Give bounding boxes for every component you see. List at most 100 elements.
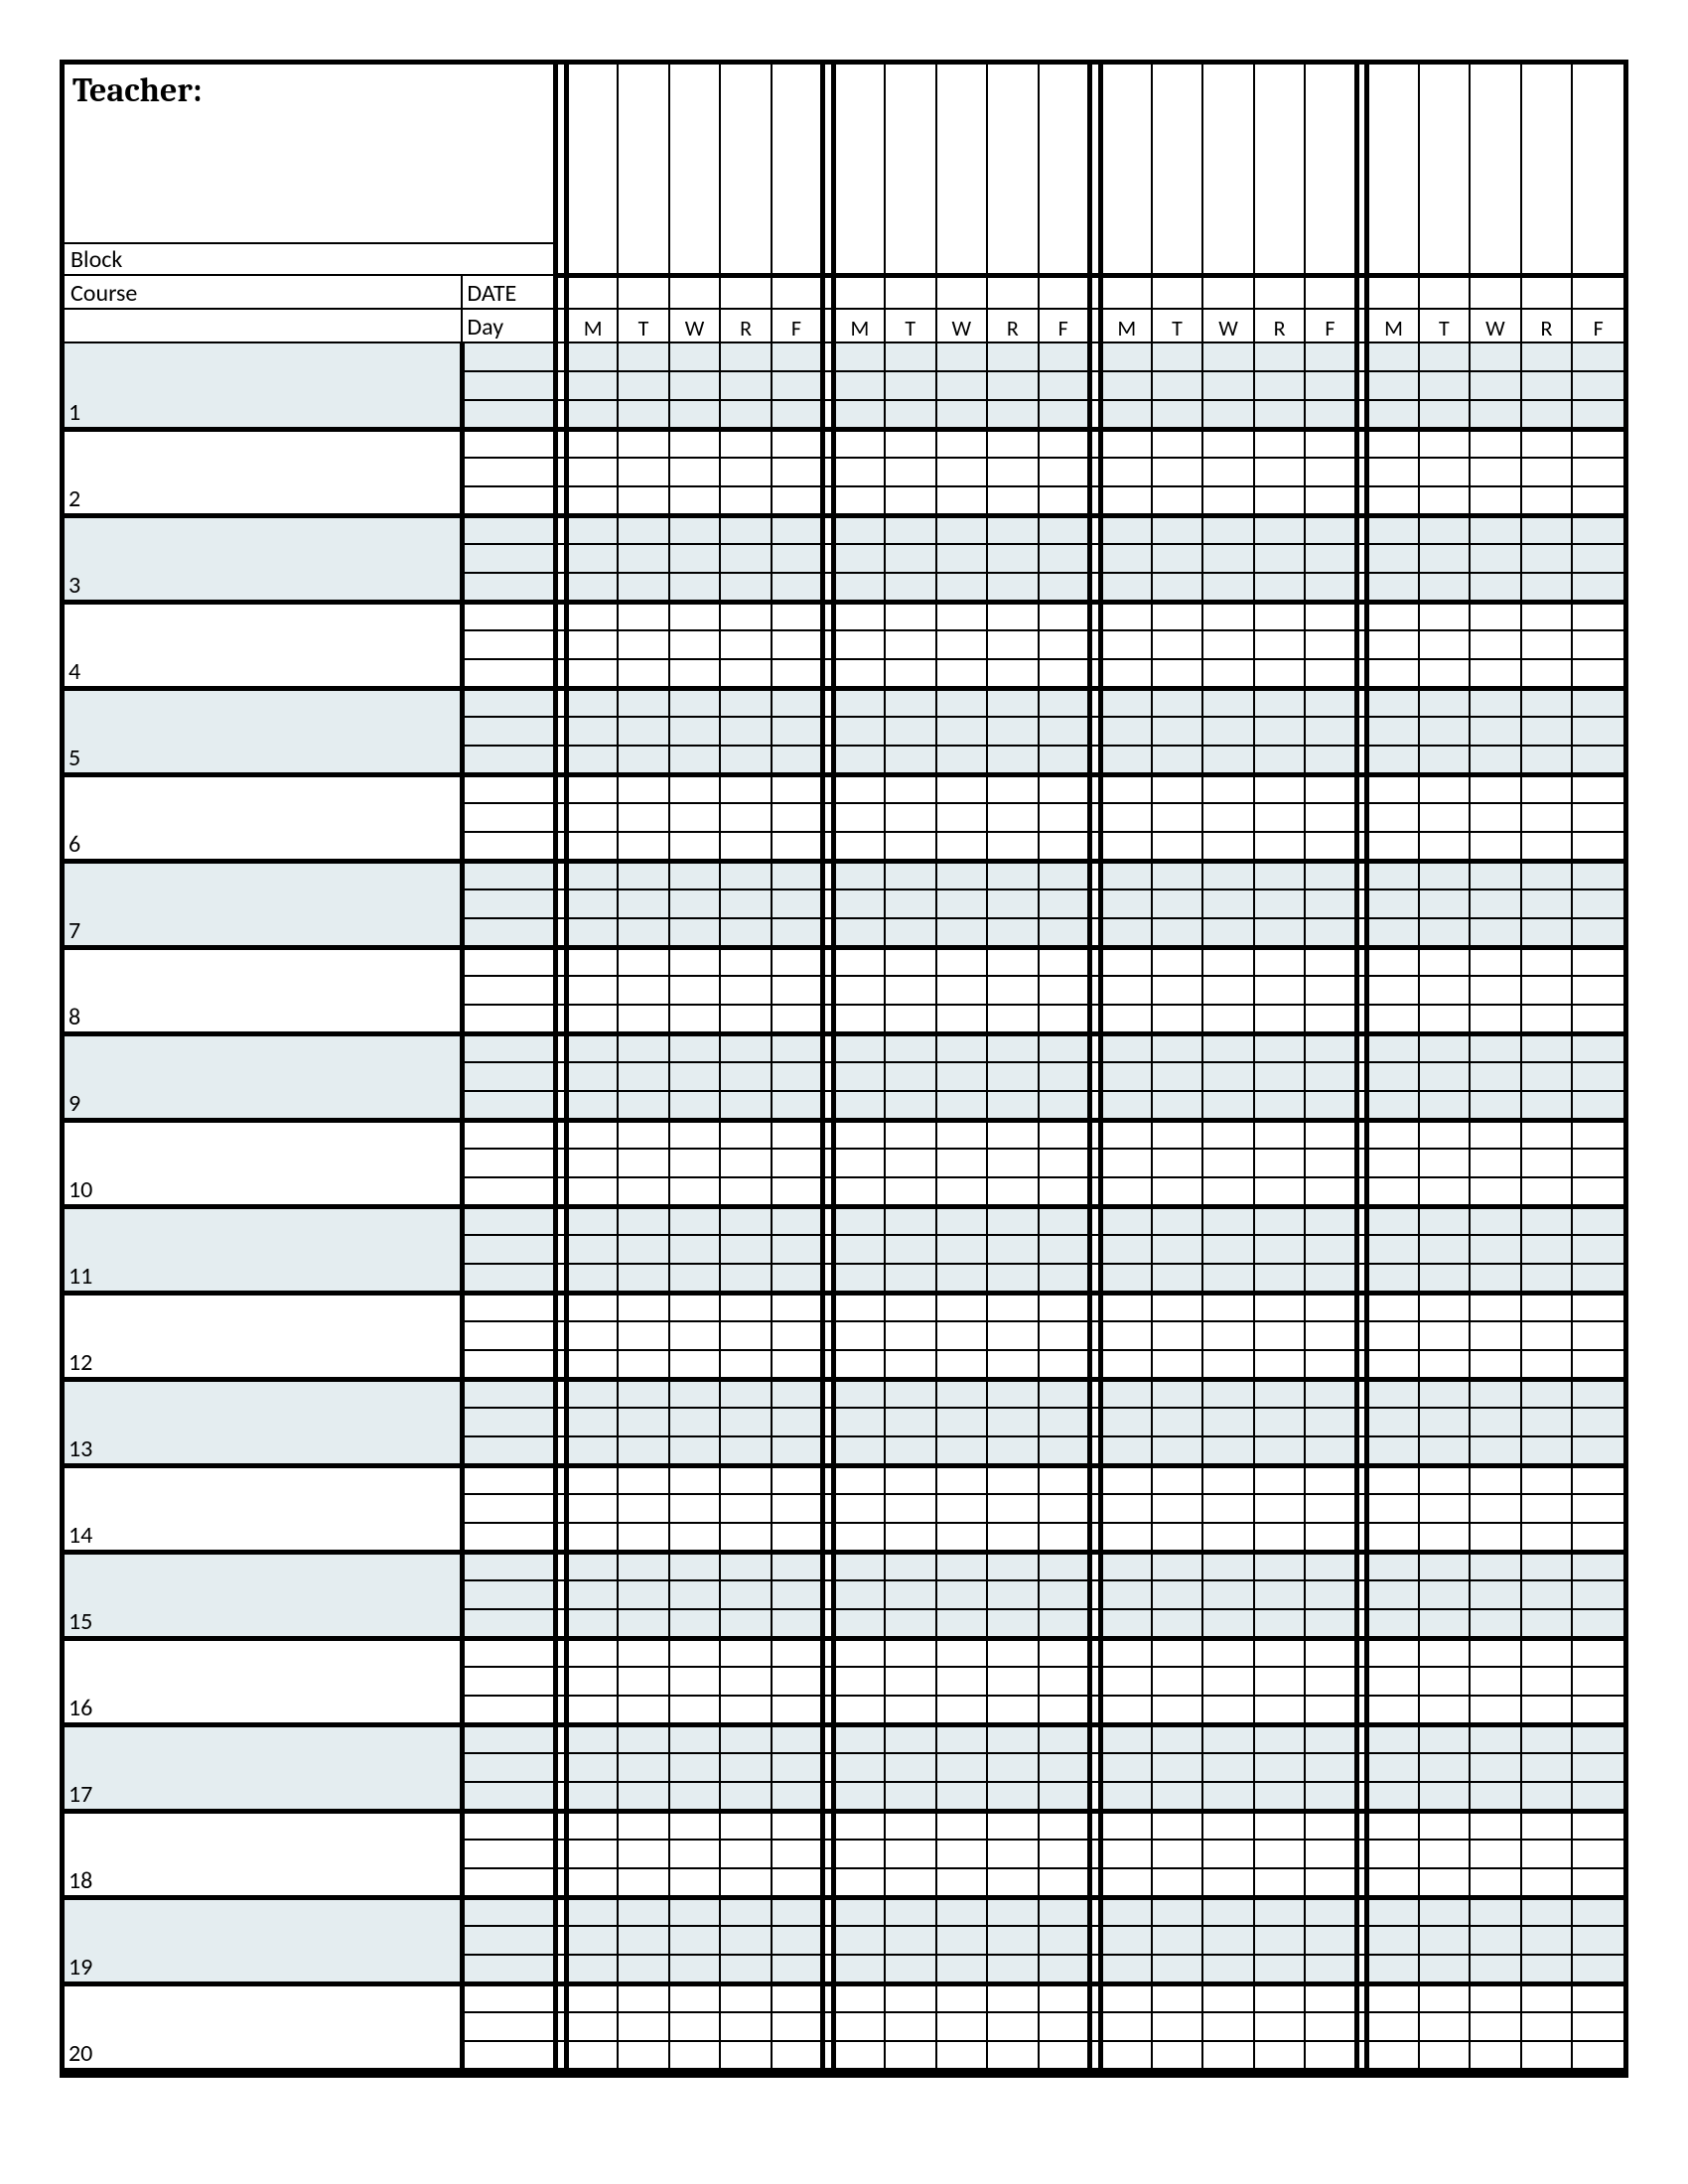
attendance-cell[interactable] [936,1638,988,1667]
attendance-cell[interactable] [1254,976,1306,1005]
aux-cell[interactable] [462,1523,555,1552]
attendance-cell[interactable] [618,1321,669,1350]
attendance-cell[interactable] [1152,774,1203,803]
attendance-cell[interactable] [1152,861,1203,889]
attendance-cell[interactable] [1521,1868,1573,1897]
attendance-cell[interactable] [1470,1206,1521,1235]
attendance-cell[interactable] [1419,1379,1471,1408]
attendance-cell[interactable] [1572,1350,1623,1379]
attendance-cell[interactable] [618,1091,669,1120]
attendance-cell[interactable] [1419,1235,1471,1264]
attendance-cell[interactable] [936,486,988,515]
attendance-cell[interactable] [936,458,988,486]
attendance-cell[interactable] [1521,486,1573,515]
attendance-cell[interactable] [1202,1321,1254,1350]
attendance-cell[interactable] [772,1494,823,1523]
attendance-cell[interactable] [1367,1379,1419,1408]
attendance-cell[interactable] [567,803,619,832]
header-date-slot[interactable] [1305,65,1356,275]
attendance-cell[interactable] [1254,342,1306,371]
attendance-cell[interactable] [1521,1840,1573,1868]
attendance-cell[interactable] [1419,1782,1471,1811]
attendance-cell[interactable] [987,861,1039,889]
attendance-cell[interactable] [1521,1379,1573,1408]
attendance-cell[interactable] [987,1494,1039,1523]
attendance-cell[interactable] [1100,1321,1152,1350]
attendance-cell[interactable] [669,1782,721,1811]
attendance-cell[interactable] [885,429,936,458]
attendance-cell[interactable] [772,2012,823,2041]
attendance-cell[interactable] [1039,1868,1090,1897]
attendance-cell[interactable] [1254,861,1306,889]
attendance-cell[interactable] [1254,1868,1306,1897]
attendance-cell[interactable] [1470,659,1521,688]
attendance-cell[interactable] [1419,1667,1471,1696]
attendance-cell[interactable] [1254,1120,1306,1149]
attendance-cell[interactable] [1100,544,1152,573]
attendance-cell[interactable] [772,1811,823,1840]
attendance-cell[interactable] [1367,1983,1419,2012]
attendance-cell[interactable] [1367,861,1419,889]
date-slot[interactable] [1152,275,1203,309]
attendance-cell[interactable] [1305,1465,1356,1494]
attendance-cell[interactable] [1039,429,1090,458]
attendance-cell[interactable] [1419,544,1471,573]
attendance-cell[interactable] [1367,515,1419,544]
aux-cell[interactable] [462,1868,555,1897]
attendance-cell[interactable] [833,1926,885,1955]
aux-cell[interactable] [462,1149,555,1177]
attendance-cell[interactable] [1572,1436,1623,1465]
attendance-cell[interactable] [1305,717,1356,746]
attendance-cell[interactable] [885,688,936,717]
attendance-cell[interactable] [1521,602,1573,630]
attendance-cell[interactable] [1521,458,1573,486]
attendance-cell[interactable] [720,1120,772,1149]
attendance-cell[interactable] [772,688,823,717]
attendance-cell[interactable] [567,1033,619,1062]
attendance-cell[interactable] [1039,746,1090,774]
attendance-cell[interactable] [1100,1177,1152,1206]
attendance-cell[interactable] [669,544,721,573]
attendance-cell[interactable] [987,544,1039,573]
attendance-cell[interactable] [772,947,823,976]
attendance-cell[interactable] [772,918,823,947]
header-date-slot[interactable] [772,65,823,275]
attendance-cell[interactable] [1152,2041,1203,2070]
attendance-cell[interactable] [772,746,823,774]
attendance-cell[interactable] [1521,1149,1573,1177]
attendance-cell[interactable] [1202,1782,1254,1811]
attendance-cell[interactable] [1100,1667,1152,1696]
attendance-cell[interactable] [1254,1609,1306,1638]
attendance-cell[interactable] [567,746,619,774]
attendance-cell[interactable] [1470,1436,1521,1465]
attendance-cell[interactable] [1419,342,1471,371]
attendance-cell[interactable] [1572,1120,1623,1149]
attendance-cell[interactable] [1419,1321,1471,1350]
attendance-cell[interactable] [1100,515,1152,544]
attendance-cell[interactable] [1572,918,1623,947]
attendance-cell[interactable] [772,1350,823,1379]
attendance-cell[interactable] [885,1983,936,2012]
attendance-cell[interactable] [833,688,885,717]
attendance-cell[interactable] [1202,1436,1254,1465]
attendance-cell[interactable] [618,1523,669,1552]
attendance-cell[interactable] [1419,688,1471,717]
date-slot[interactable] [567,275,619,309]
attendance-cell[interactable] [1572,1005,1623,1033]
date-slot[interactable] [1470,275,1521,309]
attendance-cell[interactable] [1039,342,1090,371]
attendance-cell[interactable] [720,1235,772,1264]
attendance-cell[interactable] [1367,2012,1419,2041]
attendance-cell[interactable] [1305,1091,1356,1120]
attendance-cell[interactable] [1521,1724,1573,1753]
header-date-slot[interactable] [1100,65,1152,275]
attendance-cell[interactable] [1521,1667,1573,1696]
attendance-cell[interactable] [1305,803,1356,832]
aux-cell[interactable] [462,803,555,832]
attendance-cell[interactable] [936,1926,988,1955]
attendance-cell[interactable] [1419,976,1471,1005]
attendance-cell[interactable] [1419,1465,1471,1494]
attendance-cell[interactable] [669,976,721,1005]
attendance-cell[interactable] [669,1408,721,1436]
attendance-cell[interactable] [1100,1523,1152,1552]
